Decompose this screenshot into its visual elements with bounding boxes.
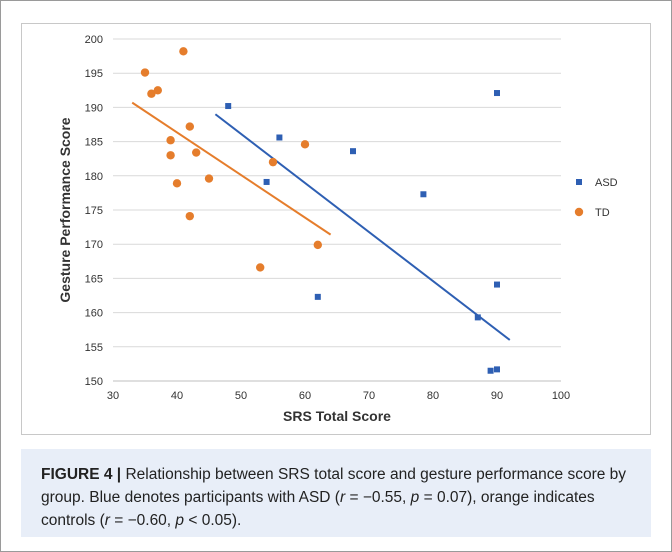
asd-data-point — [494, 366, 500, 373]
asd-data-point — [263, 178, 270, 185]
caption-r-symbol: r — [104, 512, 110, 529]
y-tick-label: 190 — [85, 102, 103, 114]
x-tick-label: 30 — [107, 390, 119, 402]
x-tick-label: 70 — [363, 390, 375, 402]
asd-data-point — [350, 148, 356, 155]
figure-caption: FIGURE 4 | Relationship between SRS tota… — [41, 463, 641, 532]
td-trendline — [131, 101, 332, 236]
td-data-point — [179, 47, 188, 56]
caption-text: = −0.55, — [345, 489, 411, 506]
td-data-point — [300, 140, 310, 149]
legend-label-asd: ASD — [595, 177, 618, 189]
y-tick-label: 165 — [85, 273, 103, 285]
td-data-point — [153, 86, 162, 95]
td-data-point — [172, 179, 182, 188]
asd-data-point — [487, 367, 494, 374]
x-tick-label: 80 — [427, 390, 439, 402]
caption-p-symbol: p — [175, 512, 185, 529]
y-tick-label: 185 — [85, 137, 103, 149]
td-data-point — [256, 263, 265, 272]
legend-label-td: TD — [595, 207, 610, 219]
asd-data-point — [420, 191, 427, 198]
x-tick-label: 90 — [491, 390, 503, 402]
td-data-point — [185, 122, 194, 131]
td-data-point — [166, 151, 175, 160]
td-data-point — [147, 89, 156, 98]
asd-data-point — [225, 103, 232, 110]
asd-data-point — [494, 90, 500, 97]
x-tick-label: 50 — [235, 390, 247, 402]
td-data-point — [185, 211, 194, 221]
y-tick-label: 155 — [85, 342, 103, 354]
x-axis-title: SRS Total Score — [283, 408, 391, 424]
legend-marker-td — [574, 207, 584, 217]
caption-text: < 0.05). — [184, 512, 242, 529]
y-tick-label: 195 — [85, 68, 103, 80]
td-data-point — [192, 148, 201, 157]
caption-text: = −0.60, — [109, 512, 176, 529]
caption-p-symbol: p — [410, 489, 420, 506]
asd-data-point — [474, 314, 481, 321]
legend-marker-asd — [576, 179, 582, 185]
caption-box: FIGURE 4 | Relationship between SRS tota… — [21, 449, 651, 537]
caption-r-symbol: r — [339, 489, 346, 506]
caption-text: Relationship between SRS total score and… — [41, 466, 627, 506]
x-tick-label: 60 — [299, 390, 311, 402]
asd-data-point — [276, 134, 283, 141]
x-tick-label: 40 — [171, 390, 183, 402]
scatter-chart: 150 155 160 165 170 175 180 185 190 195 200 30 40 50 6… — [57, 34, 618, 424]
caption-text: = 0.07), orange indicates controls ( — [41, 489, 595, 529]
caption-label: FIGURE 4 | — [41, 466, 122, 483]
asd-trendline — [214, 113, 511, 341]
y-tick-label: 170 — [85, 239, 103, 251]
y-tick-label: 200 — [85, 34, 103, 46]
td-data-point — [313, 240, 322, 250]
td-data-point — [140, 68, 150, 77]
chart-area: 150 155 160 165 170 175 180 185 190 195 200 30 40 50 6… — [21, 23, 651, 435]
x-tick-label: 100 — [552, 390, 570, 402]
asd-data-point — [494, 281, 500, 288]
td-data-point — [204, 174, 214, 183]
y-tick-label: 160 — [85, 308, 103, 320]
y-tick-label: 150 — [85, 376, 103, 388]
y-tick-label: 175 — [85, 205, 103, 217]
y-tick-label: 180 — [85, 171, 103, 183]
y-axis-title: Gesture Performance Score — [57, 117, 73, 302]
td-data-point — [166, 136, 175, 145]
td-data-point — [268, 157, 278, 167]
asd-data-point — [314, 293, 321, 300]
